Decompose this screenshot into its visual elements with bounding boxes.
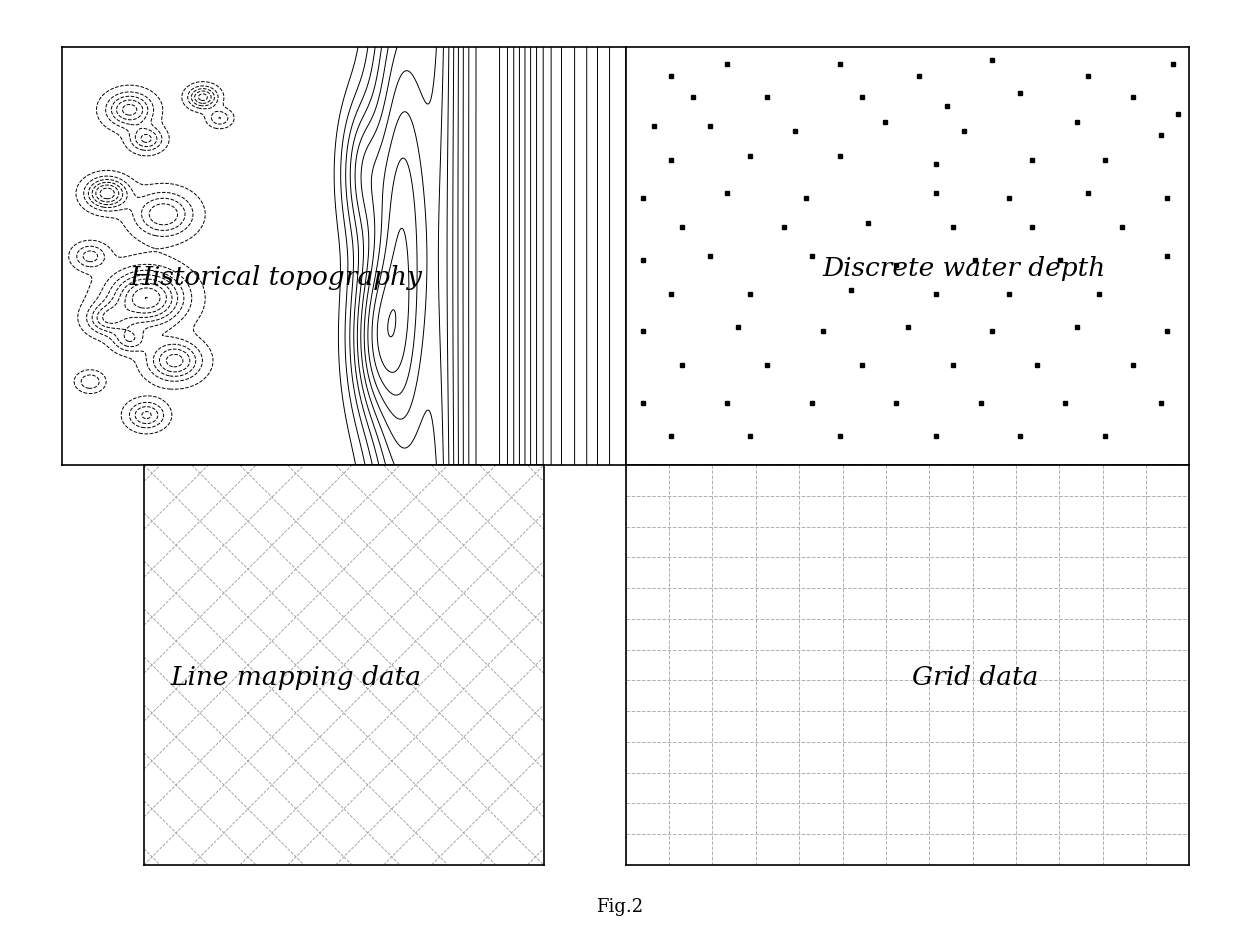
Text: Fig.2: Fig.2 — [596, 898, 643, 916]
Text: Historical topography: Historical topography — [130, 264, 422, 290]
Text: Discrete water depth: Discrete water depth — [823, 257, 1105, 281]
Text: Line mapping data: Line mapping data — [171, 665, 421, 690]
Text: Grid data: Grid data — [912, 665, 1038, 690]
